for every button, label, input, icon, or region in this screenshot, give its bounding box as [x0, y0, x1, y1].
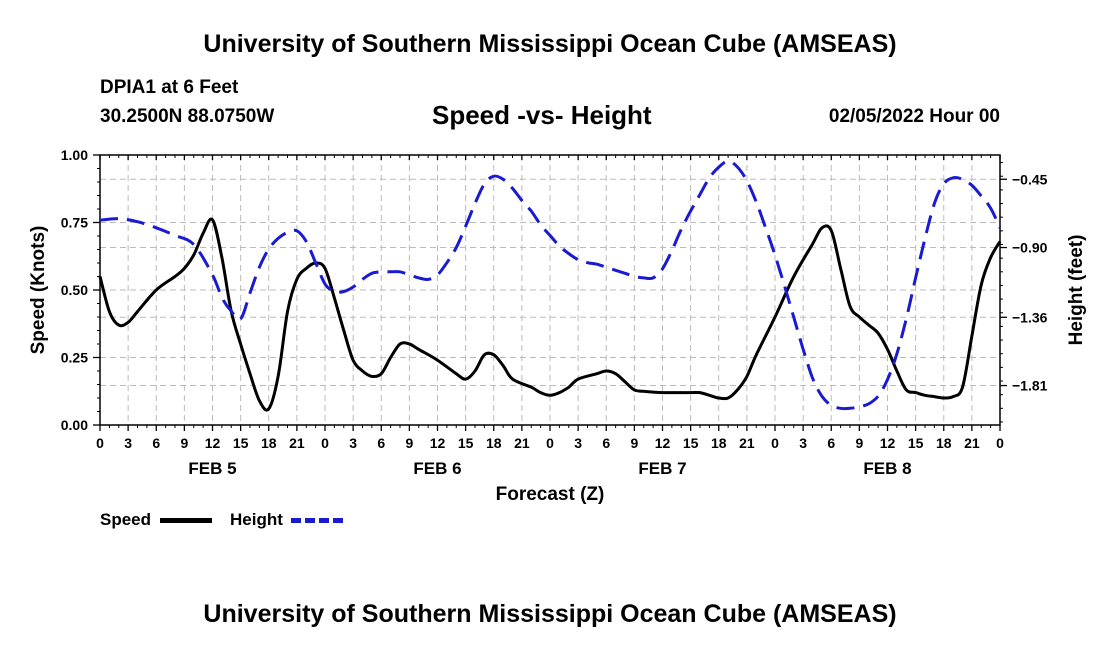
legend-speed-label: Speed: [100, 510, 152, 529]
x-tick-label: 9: [180, 435, 188, 451]
x-tick-label: 3: [799, 435, 807, 451]
x-tick-label: 21: [289, 435, 305, 451]
main-title: University of Southern Mississippi Ocean…: [203, 30, 897, 58]
x-tick-label: 21: [514, 435, 530, 451]
legend-speed-swatch: [160, 518, 212, 523]
x-tick-label: 15: [683, 435, 699, 451]
x-tick-label: 3: [124, 435, 132, 451]
x-tick-label: 0: [771, 435, 779, 451]
x-tick-label: 0: [546, 435, 554, 451]
x-tick-label: 12: [655, 435, 671, 451]
x-tick-label: 18: [261, 435, 277, 451]
y-tick-label: 0.00: [61, 417, 88, 433]
x-tick-label: 18: [936, 435, 952, 451]
x-tick-label: 6: [602, 435, 610, 451]
y-tick-label: 0.25: [61, 350, 88, 366]
day-label: FEB 6: [413, 459, 461, 478]
x-tick-label: 0: [96, 435, 104, 451]
x-tick-label: 18: [486, 435, 502, 451]
y-tick-label: 0.50: [61, 282, 88, 298]
x-tick-label: 15: [233, 435, 249, 451]
day-label: FEB 7: [638, 459, 686, 478]
forecast-datetime: 02/05/2022 Hour 00: [828, 106, 1000, 127]
footer-title: University of Southern Mississippi Ocean…: [203, 600, 897, 628]
x-tick-label: 6: [377, 435, 385, 451]
legend-height-label: Height: [230, 510, 283, 529]
x-tick-label: 15: [908, 435, 924, 451]
x-tick-label: 9: [855, 435, 863, 451]
series-line-speed: [98, 217, 1002, 412]
legend-height-swatch: [291, 518, 343, 523]
x-axis-label: Forecast (Z): [496, 484, 605, 505]
x-tick-label: 3: [574, 435, 582, 451]
x-tick-label: 15: [458, 435, 474, 451]
x-tick-label: 6: [827, 435, 835, 451]
y2-tick-label: −1.36: [1012, 309, 1048, 325]
day-label: FEB 8: [863, 459, 911, 478]
x-tick-label: 12: [430, 435, 446, 451]
y-tick-label: 0.75: [61, 215, 88, 231]
y-tick-label: 1.00: [61, 147, 88, 163]
day-label: FEB 5: [188, 459, 236, 478]
coordinates-label: 30.2500N 88.0750W: [100, 106, 275, 127]
x-tick-label: 3: [349, 435, 357, 451]
y2-tick-label: −1.81: [1012, 378, 1048, 394]
chart-series: [98, 159, 1002, 412]
x-tick-label: 9: [405, 435, 413, 451]
x-tick-label: 21: [739, 435, 755, 451]
chart-grid: [100, 155, 1000, 425]
series-line-height: [99, 159, 1002, 411]
x-tick-label: 18: [711, 435, 727, 451]
x-tick-label: 9: [630, 435, 638, 451]
chart-subtitle: Speed -vs- Height: [432, 100, 652, 130]
x-tick-label: 21: [964, 435, 980, 451]
station-label: DPIA1 at 6 Feet: [100, 77, 239, 98]
y2-tick-label: −0.90: [1012, 240, 1048, 256]
y-axis-label: Speed (Knots): [28, 226, 49, 355]
x-tick-label: 0: [321, 435, 329, 451]
axis-ticks: 0 3 6 9 12 15 18 21 0 3 6 9 12 15 18 21 0 3 6 9 12 15 18 21 0 3 6 9…: [61, 147, 1048, 478]
y2-axis-label: Height (feet): [1066, 235, 1087, 346]
x-tick-label: 12: [880, 435, 896, 451]
x-tick-label: 0: [996, 435, 1004, 451]
y2-tick-label: −0.45: [1012, 171, 1048, 187]
x-tick-label: 12: [205, 435, 221, 451]
x-tick-label: 6: [152, 435, 160, 451]
